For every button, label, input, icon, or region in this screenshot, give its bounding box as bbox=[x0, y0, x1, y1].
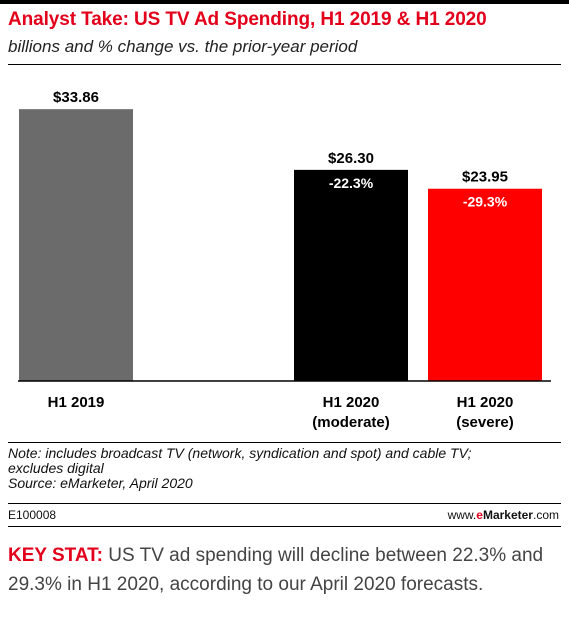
chart-title: Analyst Take: US TV Ad Spending, H1 2019… bbox=[8, 9, 487, 30]
value-label-1: $26.30 bbox=[328, 150, 374, 167]
category-label-2-0: H1 2020 bbox=[457, 394, 514, 411]
key-stat-text: US TV ad spending will decline between 2… bbox=[8, 545, 544, 595]
value-label-0: $33.86 bbox=[53, 89, 99, 106]
key-stat-label: KEY STAT: bbox=[8, 545, 104, 566]
bar-chart: $33.86 H1 2019 $26.30 -22.3% H1 2020 (moderat… bbox=[18, 89, 551, 431]
bar-2 bbox=[428, 188, 542, 381]
chart-note: Note: includes broadcast TV (network, sy… bbox=[8, 446, 561, 491]
site-brand-e: e bbox=[476, 508, 483, 522]
footer-rule bbox=[8, 503, 561, 504]
pct-label-1: -22.3% bbox=[329, 175, 374, 191]
footer-bottom-rule bbox=[8, 526, 561, 527]
pct-label-2: -29.3% bbox=[463, 194, 508, 210]
note-line-1: Note: includes broadcast TV (network, sy… bbox=[8, 445, 472, 461]
chart-id: E100008 bbox=[8, 508, 57, 522]
category-label-1-1: (moderate) bbox=[312, 414, 390, 431]
note-rule bbox=[8, 442, 561, 443]
value-label-2: $23.95 bbox=[462, 169, 508, 186]
category-label-1-0: H1 2020 bbox=[323, 394, 380, 411]
top-rule bbox=[0, 0, 569, 4]
note-line-2: excludes digital bbox=[8, 460, 104, 476]
source-line: Source: eMarketer, April 2020 bbox=[8, 475, 193, 491]
key-stat: KEY STAT: US TV ad spending will decline… bbox=[8, 541, 561, 599]
site-prefix: www. bbox=[447, 508, 477, 522]
chart-subtitle: billions and % change vs. the prior-year… bbox=[8, 37, 358, 56]
site-brand-rest: Marketer bbox=[482, 508, 533, 522]
category-label-0-0: H1 2019 bbox=[48, 394, 105, 411]
bar-0 bbox=[19, 109, 133, 381]
category-label-2-1: (severe) bbox=[456, 414, 514, 431]
site-suffix: .com bbox=[532, 508, 559, 522]
header-rule bbox=[8, 64, 561, 65]
site-url: www.eMarketer.com bbox=[448, 508, 559, 522]
bar-1 bbox=[294, 169, 408, 381]
